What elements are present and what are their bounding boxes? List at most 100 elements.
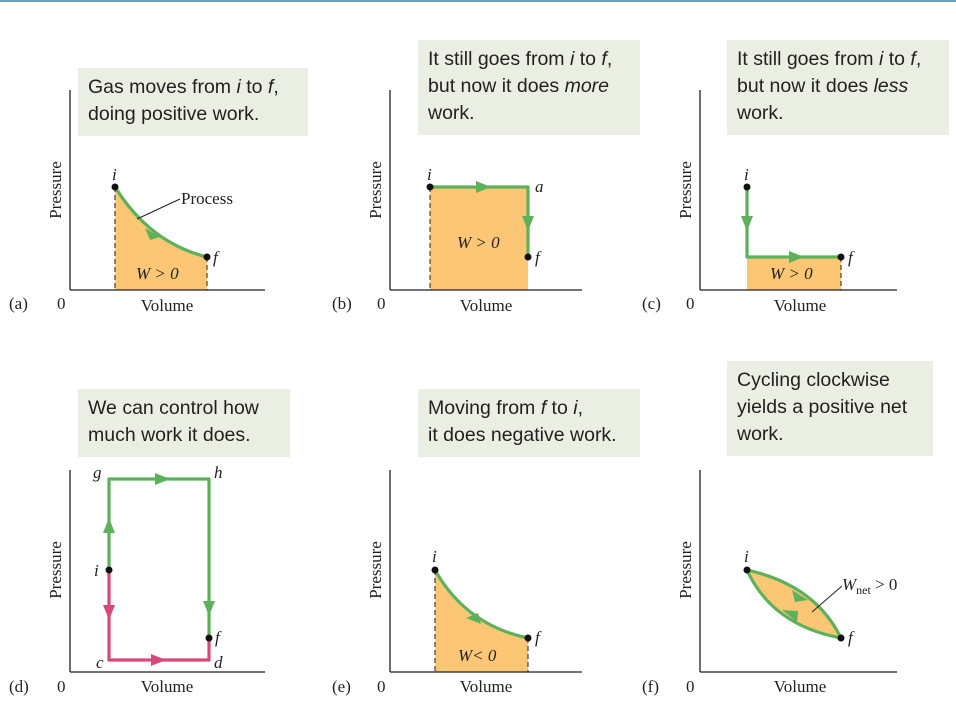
path-i-c-d-f (107, 568, 211, 662)
xlabel-d: Volume (141, 677, 194, 696)
label-i-a: i (112, 165, 117, 184)
caption-line: Gas moves from i to f, (88, 76, 279, 98)
xlabel-c: Volume (774, 296, 827, 315)
ylabel-e: Pressure (366, 541, 385, 599)
caption-line: it does negative work. (428, 424, 617, 446)
ylabel-d: Pressure (46, 541, 65, 599)
point-f-c (837, 253, 845, 261)
label-a-b: a (535, 177, 544, 196)
origin-e: 0 (377, 677, 386, 696)
arrow-icon (155, 473, 170, 485)
panel-b: i a f W > 0 Pressure Volume 0 (b) (332, 90, 582, 315)
process-path-b (428, 185, 530, 259)
arrow-icon (792, 590, 808, 602)
process-leader (136, 198, 181, 220)
arrow-icon (476, 181, 491, 193)
caption-line: Cycling clockwise (737, 369, 890, 391)
panel-label-e: (e) (332, 677, 351, 696)
work-area-a (115, 187, 207, 290)
xlabel-f: Volume (774, 677, 827, 696)
origin-b: 0 (377, 294, 386, 313)
point-f-f (837, 634, 845, 642)
point-f-a (203, 253, 211, 261)
point-i-a (111, 183, 119, 191)
xlabel-e: Volume (460, 677, 513, 696)
arrow-icon (522, 216, 534, 231)
label-i-f: i (744, 547, 749, 566)
caption-e: Moving from f to i, it does negative work… (418, 389, 640, 457)
ylabel-b: Pressure (366, 161, 385, 219)
label-f-e: f (535, 628, 542, 647)
arrow-icon (466, 613, 481, 624)
work-label-e: W< 0 (458, 646, 497, 665)
label-f-d: f (215, 628, 222, 647)
caption-c: It still goes from i to f, but now it doe… (727, 40, 949, 135)
cycle-area-f (747, 570, 841, 638)
caption-line: It still goes from i to f, (428, 48, 613, 70)
caption-line: doing positive work. (88, 103, 260, 125)
point-f-d (205, 634, 213, 642)
caption-f: Cycling clockwise yields a positive net wo… (727, 361, 933, 456)
caption-line: but now it does less (737, 75, 909, 97)
work-area-c (747, 257, 841, 290)
label-c-d: c (96, 653, 104, 672)
xlabel-a: Volume (141, 296, 194, 315)
work-label-c: W > 0 (770, 264, 813, 283)
process-curve-e (433, 568, 530, 640)
arrow-icon (782, 610, 798, 622)
caption-line: Moving from f to i, (428, 397, 583, 419)
arrow-icon (151, 654, 166, 666)
process-label: Process (181, 189, 233, 208)
caption-line: yields a positive net (737, 396, 908, 418)
point-f-e (524, 634, 532, 642)
point-f-b (524, 253, 532, 261)
caption-line: work. (428, 102, 475, 124)
label-i-b: i (427, 165, 432, 184)
arrow-icon (203, 601, 215, 616)
caption-a: Gas moves from i to f, doing positive wor… (78, 68, 308, 136)
panel-f: i f Wnet > 0 Pressure Volume 0 (f) (642, 470, 897, 696)
point-i-e (431, 566, 439, 574)
panel-d: g h i f c d Pressure Volume 0 (d) (9, 463, 265, 696)
cycle-lower-f (745, 568, 843, 640)
arrow-icon (103, 605, 115, 620)
point-i-f (743, 566, 751, 574)
ylabel-a: Pressure (46, 161, 65, 219)
ylabel-f: Pressure (676, 541, 695, 599)
label-h-d: h (214, 463, 223, 482)
work-label-a: W > 0 (136, 264, 179, 283)
origin-a: 0 (57, 294, 66, 313)
caption-line: work. (737, 102, 784, 124)
cycle-upper-f (745, 568, 843, 640)
work-label-b: W > 0 (457, 233, 500, 252)
label-f-b: f (535, 248, 542, 267)
process-path-c (745, 185, 843, 259)
top-rule (0, 0, 956, 2)
label-i-c: i (744, 165, 749, 184)
caption-b: It still goes from i to f, but now it doe… (418, 40, 640, 135)
xlabel-b: Volume (460, 296, 513, 315)
work-label-f-sub: net (856, 583, 871, 597)
caption-d: We can control how much work it does. (78, 389, 290, 457)
work-label-f-w: W (842, 575, 858, 594)
point-i-c (743, 183, 751, 191)
caption-line: work. (737, 423, 784, 445)
caption-line: much work it does. (88, 424, 251, 446)
panel-e: i f W< 0 Pressure Volume 0 (e) (332, 470, 582, 696)
arrow-icon (789, 251, 804, 263)
wnet-leader (811, 585, 843, 613)
label-i-d: i (94, 561, 99, 580)
panel-a: i f Process W > 0 Pressure Volume 0 (a) (9, 90, 265, 315)
origin-f: 0 (686, 677, 695, 696)
panel-label-c: (c) (642, 294, 661, 313)
arrow-icon (145, 228, 160, 240)
work-area-b (430, 187, 528, 290)
path-g-h-f (107, 477, 211, 640)
work-label-f-rest: > 0 (871, 575, 898, 594)
label-f-a: f (213, 248, 220, 267)
point-i-b (426, 183, 434, 191)
work-label-f: Wnet > 0 (842, 575, 897, 597)
ylabel-c: Pressure (676, 161, 695, 219)
process-curve-a (113, 185, 209, 259)
label-i-e: i (432, 547, 437, 566)
